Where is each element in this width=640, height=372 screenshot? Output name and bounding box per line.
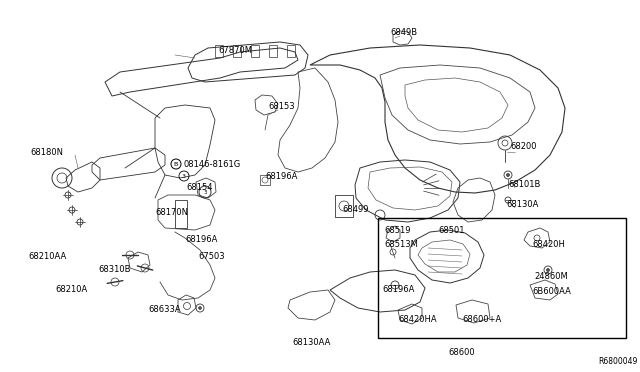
Text: 08146-8161G: 08146-8161G (183, 160, 240, 169)
Text: 68600: 68600 (449, 348, 476, 357)
Text: 68196A: 68196A (382, 285, 414, 294)
Text: 67870M: 67870M (218, 46, 252, 55)
Text: 24860M: 24860M (534, 272, 568, 281)
Text: 68210A: 68210A (55, 285, 87, 294)
Text: R6800049: R6800049 (598, 357, 637, 366)
Bar (378, 218, 626, 338)
Text: 67503: 67503 (198, 252, 225, 261)
Text: 68130AA: 68130AA (292, 338, 330, 347)
Text: 68170N: 68170N (155, 208, 188, 217)
Text: 6849B: 6849B (390, 28, 417, 37)
Bar (260, 175, 270, 185)
Text: 68130A: 68130A (506, 200, 538, 209)
Text: 68210AA: 68210AA (28, 252, 67, 261)
Text: 68501: 68501 (438, 226, 465, 235)
Text: 68196A: 68196A (265, 172, 298, 181)
Text: 6B600AA: 6B600AA (532, 287, 571, 296)
Text: 68513M: 68513M (384, 240, 418, 249)
Circle shape (547, 269, 550, 272)
Text: 3: 3 (182, 173, 186, 179)
Text: 68101B: 68101B (508, 180, 540, 189)
Text: B: B (174, 161, 178, 167)
Bar (215, 45, 223, 57)
Text: 68154: 68154 (186, 183, 212, 192)
Bar (251, 45, 259, 57)
Text: 68196A: 68196A (185, 235, 218, 244)
Bar (269, 45, 277, 57)
Text: 68420H: 68420H (532, 240, 565, 249)
Circle shape (506, 173, 509, 176)
Text: 68519: 68519 (384, 226, 410, 235)
Text: 68420HA: 68420HA (398, 315, 436, 324)
Text: 68600+A: 68600+A (462, 315, 501, 324)
Bar (175, 200, 187, 228)
Bar (233, 45, 241, 57)
Text: 3: 3 (204, 189, 207, 195)
Text: 68499: 68499 (342, 205, 369, 214)
Text: 68200: 68200 (510, 142, 536, 151)
Text: 68310B: 68310B (98, 265, 131, 274)
Text: 68633A: 68633A (148, 305, 180, 314)
Circle shape (198, 307, 202, 310)
Text: 68153: 68153 (268, 102, 294, 111)
Bar (335, 195, 353, 217)
Text: 68180N: 68180N (30, 148, 63, 157)
Bar (287, 45, 295, 57)
